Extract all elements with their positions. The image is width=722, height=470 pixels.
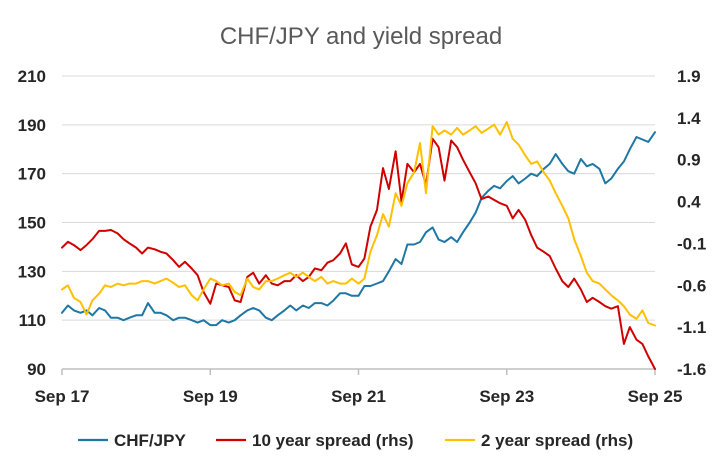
- x-tick-label: Sep 19: [183, 387, 238, 406]
- right-tick-label: -0.6: [677, 276, 706, 295]
- right-tick-label: 1.4: [677, 109, 701, 128]
- legend-label: 10 year spread (rhs): [252, 431, 414, 450]
- right-tick-label: -0.1: [677, 234, 706, 253]
- left-tick-label: 190: [18, 116, 46, 135]
- left-tick-label: 90: [27, 360, 46, 379]
- x-tick-label: Sep 25: [628, 387, 683, 406]
- series-lines: [61, 121, 656, 370]
- right-axis-ticks: -1.6 -1.1 -0.6 -0.1 0.4 0.9 1.4 1.9: [677, 67, 706, 379]
- series-line-ten-year: [61, 137, 656, 370]
- legend-label: CHF/JPY: [114, 431, 186, 450]
- series-line-two-year: [61, 121, 656, 327]
- right-tick-label: 1.9: [677, 67, 701, 86]
- right-tick-label: 0.9: [677, 151, 701, 170]
- legend: CHF/JPY 10 year spread (rhs) 2 year spread…: [78, 431, 633, 450]
- series-line-chfjpy: [61, 131, 656, 327]
- right-tick-label: -1.1: [677, 318, 706, 337]
- left-axis-ticks: 90 110 130 150 170 190 210: [18, 67, 46, 379]
- x-tick-label: Sep 21: [331, 387, 386, 406]
- left-tick-label: 150: [18, 214, 46, 233]
- x-axis-ticks: Sep 17 Sep 19 Sep 21 Sep 23 Sep 25: [35, 369, 683, 406]
- x-tick-label: Sep 23: [479, 387, 534, 406]
- left-tick-label: 170: [18, 165, 46, 184]
- chart-title: CHF/JPY and yield spread: [220, 23, 502, 50]
- left-tick-label: 210: [18, 67, 46, 86]
- left-tick-label: 110: [19, 311, 46, 330]
- x-tick-label: Sep 17: [35, 387, 90, 406]
- left-tick-label: 130: [18, 262, 46, 281]
- gridlines: [62, 75, 655, 321]
- right-tick-label: 0.4: [677, 193, 701, 212]
- legend-label: 2 year spread (rhs): [481, 431, 633, 450]
- right-tick-label: -1.6: [677, 360, 706, 379]
